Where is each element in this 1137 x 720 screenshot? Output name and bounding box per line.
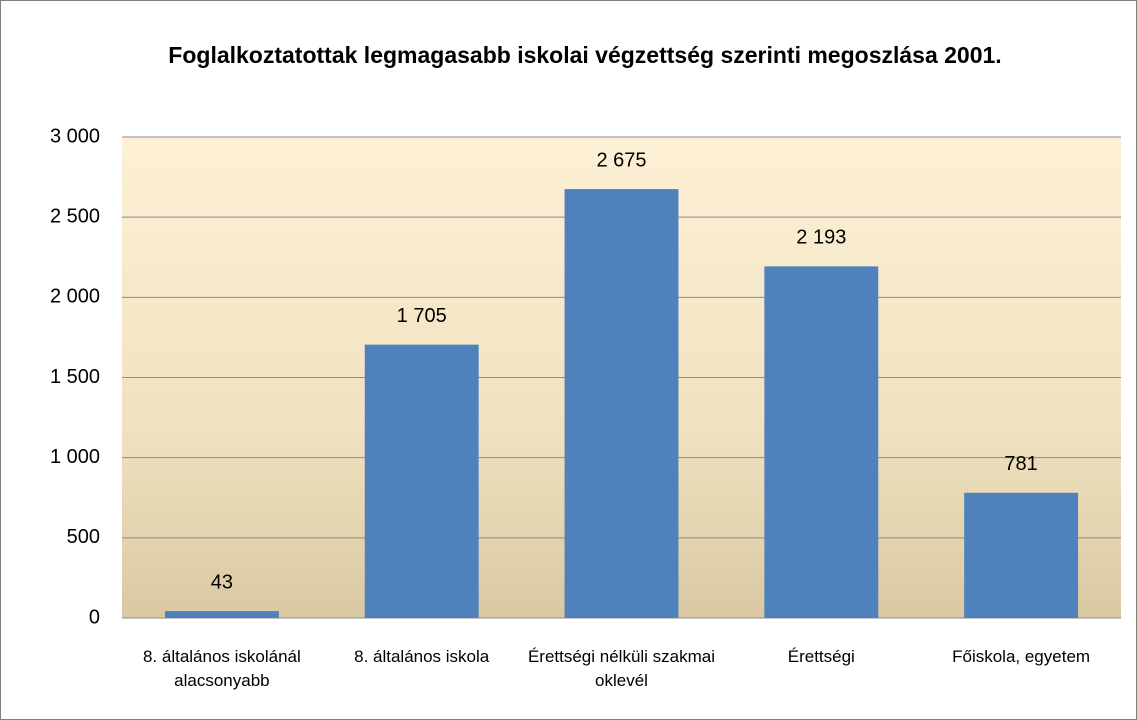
data-label: 1 705: [397, 305, 447, 327]
y-tick-label: 3 000: [50, 125, 100, 147]
x-tick-label: Érettségi nélküli szakmai oklevél: [527, 647, 716, 690]
data-label: 43: [211, 571, 233, 593]
y-tick-label: 2 500: [50, 205, 100, 227]
x-tick-label: Főiskola, egyetem: [952, 647, 1091, 666]
bar: [764, 266, 879, 618]
data-label: 2 675: [596, 149, 646, 171]
bar: [164, 611, 279, 618]
x-tick-label: Érettségi: [787, 647, 855, 666]
data-label: 781: [1004, 453, 1037, 475]
y-tick-label: 2 000: [50, 286, 100, 308]
chart-title: Foglalkoztatottak legmagasabb iskolai vé…: [168, 42, 1002, 68]
x-tick-label: 8. általános iskola: [354, 647, 490, 666]
x-tick-label: 8. általános iskolánál alacsonyabb: [142, 647, 301, 690]
y-tick-label: 0: [89, 606, 100, 628]
bar: [364, 344, 479, 618]
y-tick-label: 500: [67, 526, 100, 548]
y-tick-label: 1 500: [50, 366, 100, 388]
data-label: 2 193: [796, 227, 846, 249]
bar: [564, 189, 679, 618]
y-tick-label: 1 000: [50, 446, 100, 468]
bar: [964, 492, 1079, 618]
